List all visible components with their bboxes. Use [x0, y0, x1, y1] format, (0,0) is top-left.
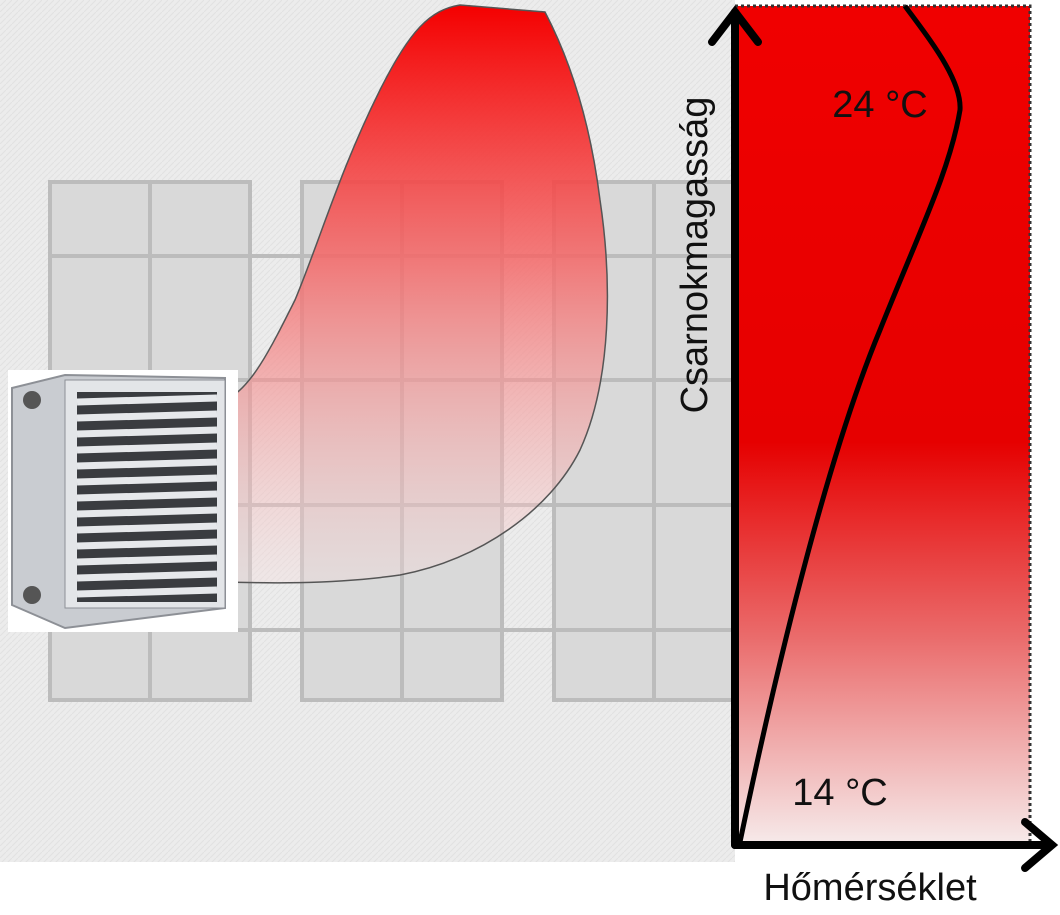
top-temperature: 24 °C — [832, 84, 927, 126]
heater-unit — [8, 370, 238, 632]
diagram: Csarnokmagasság Hőmérséklet 24 °C 14 °C — [0, 0, 1060, 915]
x-axis-label: Hőmérséklet — [763, 867, 977, 909]
temperature-panel — [735, 6, 1030, 844]
bottom-temperature: 14 °C — [792, 772, 887, 814]
y-axis-label: Csarnokmagasság — [674, 97, 716, 414]
